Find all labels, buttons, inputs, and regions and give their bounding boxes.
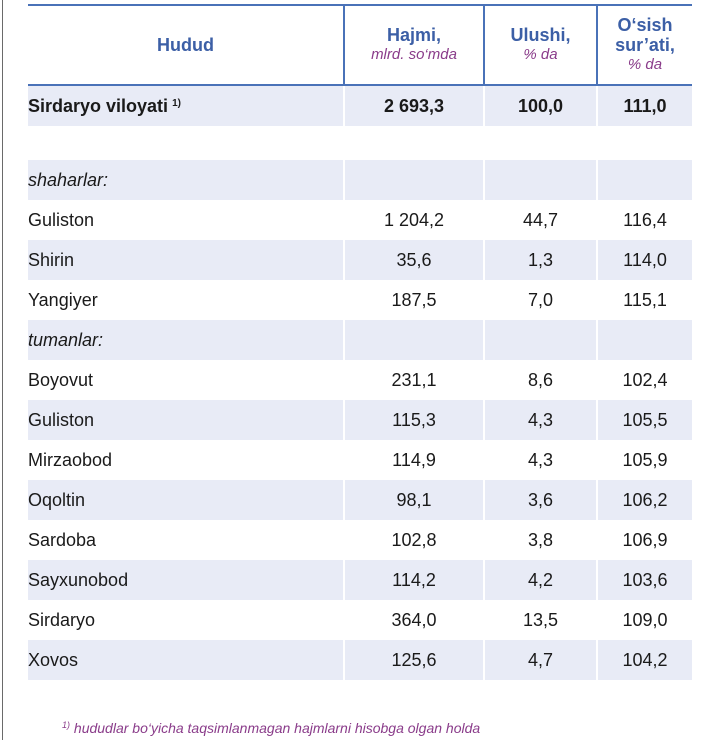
total-share: 100,0 bbox=[483, 85, 597, 126]
row-share: 3,6 bbox=[483, 480, 597, 520]
table-header-row: Hudud Hajmi, mlrd. so‘mda Ulushi,% da O‘s… bbox=[28, 4, 692, 86]
row-growth: 102,4 bbox=[596, 360, 692, 400]
row-growth: 106,9 bbox=[596, 520, 692, 560]
row-name: Boyovut bbox=[28, 369, 94, 390]
total-volume: 2 693,3 bbox=[343, 85, 484, 126]
row-share: 4,3 bbox=[483, 400, 597, 440]
group-row-cities: shaharlar: bbox=[28, 160, 692, 200]
table-row: Yangiyer 187,5 7,0 115,1 bbox=[28, 280, 692, 320]
row-volume: 35,6 bbox=[343, 240, 484, 280]
row-volume: 187,5 bbox=[343, 280, 484, 320]
row-growth: 116,4 bbox=[596, 200, 692, 240]
row-share: 4,7 bbox=[483, 640, 597, 680]
header-share-unit: % da bbox=[523, 46, 558, 63]
row-name: Guliston bbox=[28, 400, 344, 440]
row-volume: 364,0 bbox=[343, 600, 484, 640]
table-row: Sayxunobod 114,2 4,2 103,6 bbox=[28, 560, 692, 600]
row-volume: 125,6 bbox=[343, 640, 484, 680]
row-share: 3,8 bbox=[483, 520, 597, 560]
row-growth: 109,0 bbox=[596, 600, 692, 640]
spacer-row bbox=[28, 126, 692, 160]
row-volume: 231,1 bbox=[343, 360, 484, 400]
districts-section: Boyovut 231,1 8,6 102,4 Guliston 115,3 4,3 105,… bbox=[28, 360, 692, 680]
footnote-text: hududlar bo‘yicha taqsimlanmagan hajmlar… bbox=[73, 720, 481, 736]
header-growth: O‘sish sur’ati,% da bbox=[596, 4, 692, 86]
table-row: Sardoba 102,8 3,8 106,9 bbox=[28, 520, 692, 560]
table-row: Shirin 35,6 1,3 114,0 bbox=[28, 240, 692, 280]
row-growth: 115,1 bbox=[596, 280, 692, 320]
total-growth: 111,0 bbox=[596, 85, 692, 126]
row-growth: 103,6 bbox=[596, 560, 692, 600]
total-row: Sirdaryo viloyati 1) 2 693,3 100,0 111,0 bbox=[28, 85, 692, 126]
row-volume: 115,3 bbox=[343, 400, 484, 440]
row-growth: 114,0 bbox=[596, 240, 692, 280]
page-left-border bbox=[2, 0, 3, 740]
row-volume: 1 204,2 bbox=[343, 200, 484, 240]
footnote-mark: 1) bbox=[62, 720, 71, 730]
row-share: 13,5 bbox=[483, 600, 597, 640]
row-volume: 98,1 bbox=[343, 480, 484, 520]
row-growth: 106,2 bbox=[596, 480, 692, 520]
row-share: 44,7 bbox=[483, 200, 597, 240]
group-label-districts: tumanlar: bbox=[28, 320, 344, 360]
row-name: Sayxunobod bbox=[28, 560, 344, 600]
total-footnote-mark: 1) bbox=[172, 97, 181, 109]
row-growth: 105,5 bbox=[596, 400, 692, 440]
row-volume: 102,8 bbox=[343, 520, 484, 560]
cities-section: Guliston 1 204,2 44,7 116,4 Shirin 35,6 1,3 114… bbox=[28, 200, 692, 320]
group-label-cities: shaharlar: bbox=[28, 160, 344, 200]
header-volume-unit: mlrd. so‘mda bbox=[371, 46, 457, 63]
group-row-districts: tumanlar: bbox=[28, 320, 692, 360]
row-name: Xovos bbox=[28, 640, 344, 680]
row-name: Guliston bbox=[28, 209, 95, 230]
row-share: 4,2 bbox=[483, 560, 597, 600]
row-name: Mirzaobod bbox=[28, 449, 113, 470]
row-share: 4,3 bbox=[483, 440, 597, 480]
row-growth: 104,2 bbox=[596, 640, 692, 680]
table-row: Mirzaobod 114,9 4,3 105,9 bbox=[28, 440, 692, 480]
row-name: Sirdaryo bbox=[28, 609, 96, 630]
row-name: Oqoltin bbox=[28, 480, 344, 520]
header-volume: Hajmi, mlrd. so‘mda bbox=[343, 4, 484, 86]
row-share: 7,0 bbox=[483, 280, 597, 320]
row-name: Shirin bbox=[28, 240, 344, 280]
table-row: Sirdaryo 364,0 13,5 109,0 bbox=[28, 600, 692, 640]
regional-volume-table: Hudud Hajmi, mlrd. so‘mda Ulushi,% da O‘s… bbox=[28, 4, 692, 680]
row-share: 1,3 bbox=[483, 240, 597, 280]
row-name: Yangiyer bbox=[28, 289, 98, 310]
table-row: Xovos 125,6 4,7 104,2 bbox=[28, 640, 692, 680]
footnote: 1) hududlar bo‘yicha taqsimlanmagan hajm… bbox=[62, 720, 480, 736]
header-growth-unit: % da bbox=[627, 56, 663, 73]
header-share: Ulushi,% da bbox=[483, 4, 597, 86]
row-share: 8,6 bbox=[483, 360, 597, 400]
header-region: Hudud bbox=[28, 4, 344, 86]
total-name: Sirdaryo viloyati 1) bbox=[28, 85, 344, 126]
table-row: Guliston 1 204,2 44,7 116,4 bbox=[28, 200, 692, 240]
table-row: Boyovut 231,1 8,6 102,4 bbox=[28, 360, 692, 400]
table-row: Guliston 115,3 4,3 105,5 bbox=[28, 400, 692, 440]
table-row: Oqoltin 98,1 3,6 106,2 bbox=[28, 480, 692, 520]
row-volume: 114,2 bbox=[343, 560, 484, 600]
row-name: Sardoba bbox=[28, 529, 97, 550]
row-volume: 114,9 bbox=[343, 440, 484, 480]
row-growth: 105,9 bbox=[596, 440, 692, 480]
